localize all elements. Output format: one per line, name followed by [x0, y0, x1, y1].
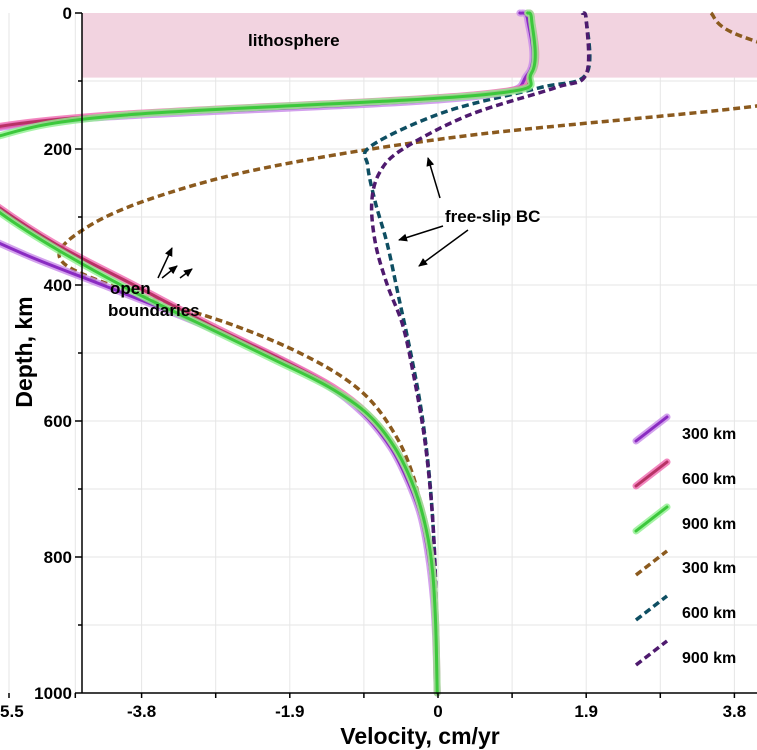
legend-item-freeslip-600km-label: 600 km	[682, 605, 736, 622]
legend-item-freeslip-900km-swatch	[634, 639, 669, 667]
annotations: free-slip BC open boundaries	[108, 157, 540, 320]
free-slip-arrow-2	[398, 225, 444, 242]
legend-item-open-300km-label: 300 km	[682, 426, 736, 443]
x-tick-label: -1.9	[275, 702, 304, 721]
x-tick-label: -5.5	[0, 702, 24, 721]
x-axis-title: Velocity, cm/yr	[340, 723, 499, 749]
y-tick-label: 1000	[34, 684, 72, 703]
legend-item-open-900km-label: 900 km	[682, 516, 736, 533]
series-lines	[0, 9, 757, 697]
open-arrow-2	[161, 265, 178, 279]
y-tick-label: 0	[63, 4, 72, 23]
free-slip-label: free-slip BC	[445, 207, 540, 226]
open-label: open	[110, 279, 151, 298]
series-freeslip-900km-line	[369, 11, 591, 694]
legend-item-open-600km-swatch	[634, 460, 669, 488]
legend-item-open-300km-swatch	[634, 415, 669, 443]
lithosphere-label: lithosphere	[248, 31, 340, 50]
axes: 02004006008001000-5.5-3.8-1.901.93.85.5V…	[0, 4, 757, 749]
legend-item-open-600km-label: 600 km	[682, 471, 736, 488]
open-arrow-1	[157, 247, 173, 279]
open-arrow-3	[179, 268, 193, 279]
free-slip-arrow-3	[418, 229, 469, 267]
lithosphere-band-group: lithosphere	[82, 13, 757, 78]
y-tick-label: 800	[44, 548, 72, 567]
y-tick-label: 600	[44, 412, 72, 431]
y-tick-label: 400	[44, 276, 72, 295]
grid-lines	[8, 13, 757, 693]
y-axis-title: Depth, km	[11, 296, 37, 407]
series-open-900km-line	[0, 11, 537, 695]
legend-item-open-900km-swatch	[634, 505, 669, 533]
legend-item-freeslip-900km-label: 900 km	[682, 650, 736, 667]
legend-item-freeslip-300km-label: 300 km	[682, 560, 736, 577]
legend: 300 km 600 km 900 km 300 km 600 km 900 km	[632, 413, 736, 667]
legend-item-freeslip-300km-swatch	[634, 549, 669, 577]
x-tick-label: 1.9	[574, 702, 598, 721]
free-slip-arrow-1	[426, 157, 441, 199]
x-tick-label: 0	[433, 702, 442, 721]
x-tick-label: -3.8	[127, 702, 156, 721]
y-tick-label: 200	[44, 140, 72, 159]
x-tick-label: 3.8	[723, 702, 747, 721]
boundaries-label: boundaries	[108, 301, 200, 320]
lithosphere-band	[82, 13, 757, 78]
legend-item-freeslip-600km-swatch	[634, 594, 669, 622]
